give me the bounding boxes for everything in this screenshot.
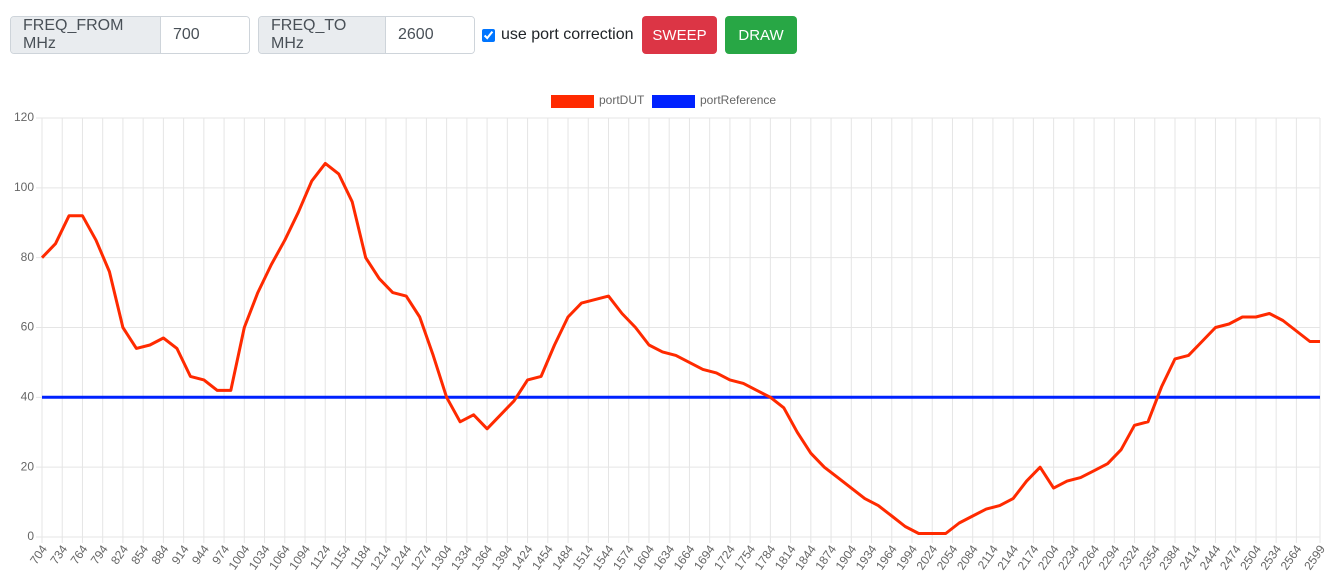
freq-to-input[interactable] bbox=[386, 17, 474, 53]
port-correction-checkbox[interactable] bbox=[482, 28, 495, 42]
x-tick-label: 1664 bbox=[671, 542, 698, 572]
x-tick-label: 2384 bbox=[1156, 542, 1183, 572]
x-tick-label: 704 bbox=[27, 542, 50, 567]
x-tick-label: 884 bbox=[148, 542, 171, 567]
freq-from-label: FREQ_FROM MHz bbox=[11, 17, 161, 53]
legend-swatch bbox=[652, 95, 695, 108]
x-tick-label: 2144 bbox=[994, 542, 1021, 572]
x-tick-label: 2599 bbox=[1301, 542, 1328, 572]
freq-from-group: FREQ_FROM MHz bbox=[10, 16, 250, 54]
x-tick-label: 2024 bbox=[913, 542, 940, 572]
port-correction[interactable]: use port correction bbox=[482, 26, 634, 44]
x-tick-label: 1394 bbox=[489, 542, 516, 572]
x-tick-label: 1904 bbox=[833, 542, 860, 572]
legend-swatch bbox=[551, 95, 594, 108]
x-tick-label: 794 bbox=[88, 542, 111, 567]
x-tick-label: 1694 bbox=[691, 542, 718, 572]
x-tick-label: 2264 bbox=[1075, 542, 1102, 572]
x-tick-label: 1124 bbox=[307, 542, 333, 571]
freq-to-label: FREQ_TO MHz bbox=[259, 17, 386, 53]
x-tick-label: 2474 bbox=[1217, 542, 1244, 572]
y-tick-label: 80 bbox=[21, 250, 35, 264]
x-tick-label: 824 bbox=[108, 542, 131, 567]
x-tick-label: 1424 bbox=[509, 542, 536, 572]
x-tick-label: 1274 bbox=[408, 542, 435, 572]
x-tick-label: 1544 bbox=[590, 542, 617, 572]
x-tick-label: 2534 bbox=[1257, 542, 1284, 572]
x-tick-label: 1454 bbox=[529, 542, 556, 572]
x-tick-label: 914 bbox=[169, 542, 192, 567]
x-tick-label: 1724 bbox=[711, 542, 738, 572]
x-tick-label: 1844 bbox=[792, 542, 819, 572]
x-tick-label: 2564 bbox=[1278, 542, 1305, 572]
x-tick-label: 2234 bbox=[1055, 542, 1082, 572]
x-tick-label: 1874 bbox=[812, 542, 839, 572]
x-tick-label: 2174 bbox=[1015, 542, 1042, 572]
x-tick-label: 1814 bbox=[772, 542, 799, 572]
x-tick-label: 2444 bbox=[1197, 542, 1224, 572]
sweep-button[interactable]: SWEEP bbox=[642, 16, 717, 54]
x-tick-label: 1064 bbox=[266, 542, 293, 572]
x-tick-label: 764 bbox=[68, 542, 91, 567]
x-tick-label: 1214 bbox=[367, 542, 394, 572]
x-tick-label: 2354 bbox=[1136, 542, 1163, 572]
x-tick-label: 1784 bbox=[752, 542, 779, 572]
x-tick-label: 1604 bbox=[630, 542, 657, 572]
port-correction-label: use port correction bbox=[501, 26, 634, 43]
draw-button[interactable]: DRAW bbox=[725, 16, 797, 54]
x-tick-label: 1004 bbox=[226, 542, 253, 572]
y-tick-label: 20 bbox=[21, 459, 35, 473]
x-tick-label: 2324 bbox=[1116, 542, 1143, 572]
y-tick-label: 100 bbox=[14, 180, 34, 194]
x-tick-label: 1754 bbox=[731, 542, 758, 572]
x-tick-label: 2414 bbox=[1177, 542, 1204, 572]
y-tick-label: 120 bbox=[14, 110, 34, 124]
x-tick-label: 1334 bbox=[448, 542, 475, 572]
x-tick-label: 2294 bbox=[1096, 542, 1123, 572]
y-tick-label: 0 bbox=[27, 529, 34, 543]
x-tick-label: 1094 bbox=[286, 542, 313, 572]
x-tick-label: 2204 bbox=[1035, 542, 1062, 572]
legend-label: portReference bbox=[700, 93, 776, 107]
x-tick-label: 854 bbox=[128, 542, 151, 567]
x-tick-label: 2504 bbox=[1237, 542, 1264, 572]
x-tick-label: 1994 bbox=[893, 542, 920, 572]
x-tick-label: 1154 bbox=[327, 542, 353, 571]
x-tick-label: 2054 bbox=[934, 542, 961, 572]
freq-from-input[interactable] bbox=[161, 17, 249, 53]
freq-to-group: FREQ_TO MHz bbox=[258, 16, 475, 54]
x-tick-label: 1304 bbox=[428, 542, 455, 572]
x-tick-label: 734 bbox=[47, 542, 70, 567]
y-tick-label: 60 bbox=[21, 320, 35, 334]
x-tick-label: 1364 bbox=[468, 542, 495, 572]
x-tick-label: 1634 bbox=[650, 542, 677, 572]
y-tick-label: 40 bbox=[21, 390, 35, 404]
x-tick-label: 1034 bbox=[246, 542, 273, 572]
x-tick-label: 1514 bbox=[570, 542, 597, 572]
x-tick-label: 944 bbox=[189, 542, 212, 567]
series-line bbox=[40, 161, 1320, 535]
x-tick-label: 2084 bbox=[954, 542, 981, 572]
x-tick-label: 1484 bbox=[549, 542, 576, 572]
x-tick-label: 1964 bbox=[873, 542, 900, 572]
legend-label: portDUT bbox=[599, 93, 645, 107]
x-tick-label: 1244 bbox=[387, 542, 414, 572]
x-tick-label: 1574 bbox=[610, 542, 637, 572]
x-tick-label: 1934 bbox=[853, 542, 880, 572]
